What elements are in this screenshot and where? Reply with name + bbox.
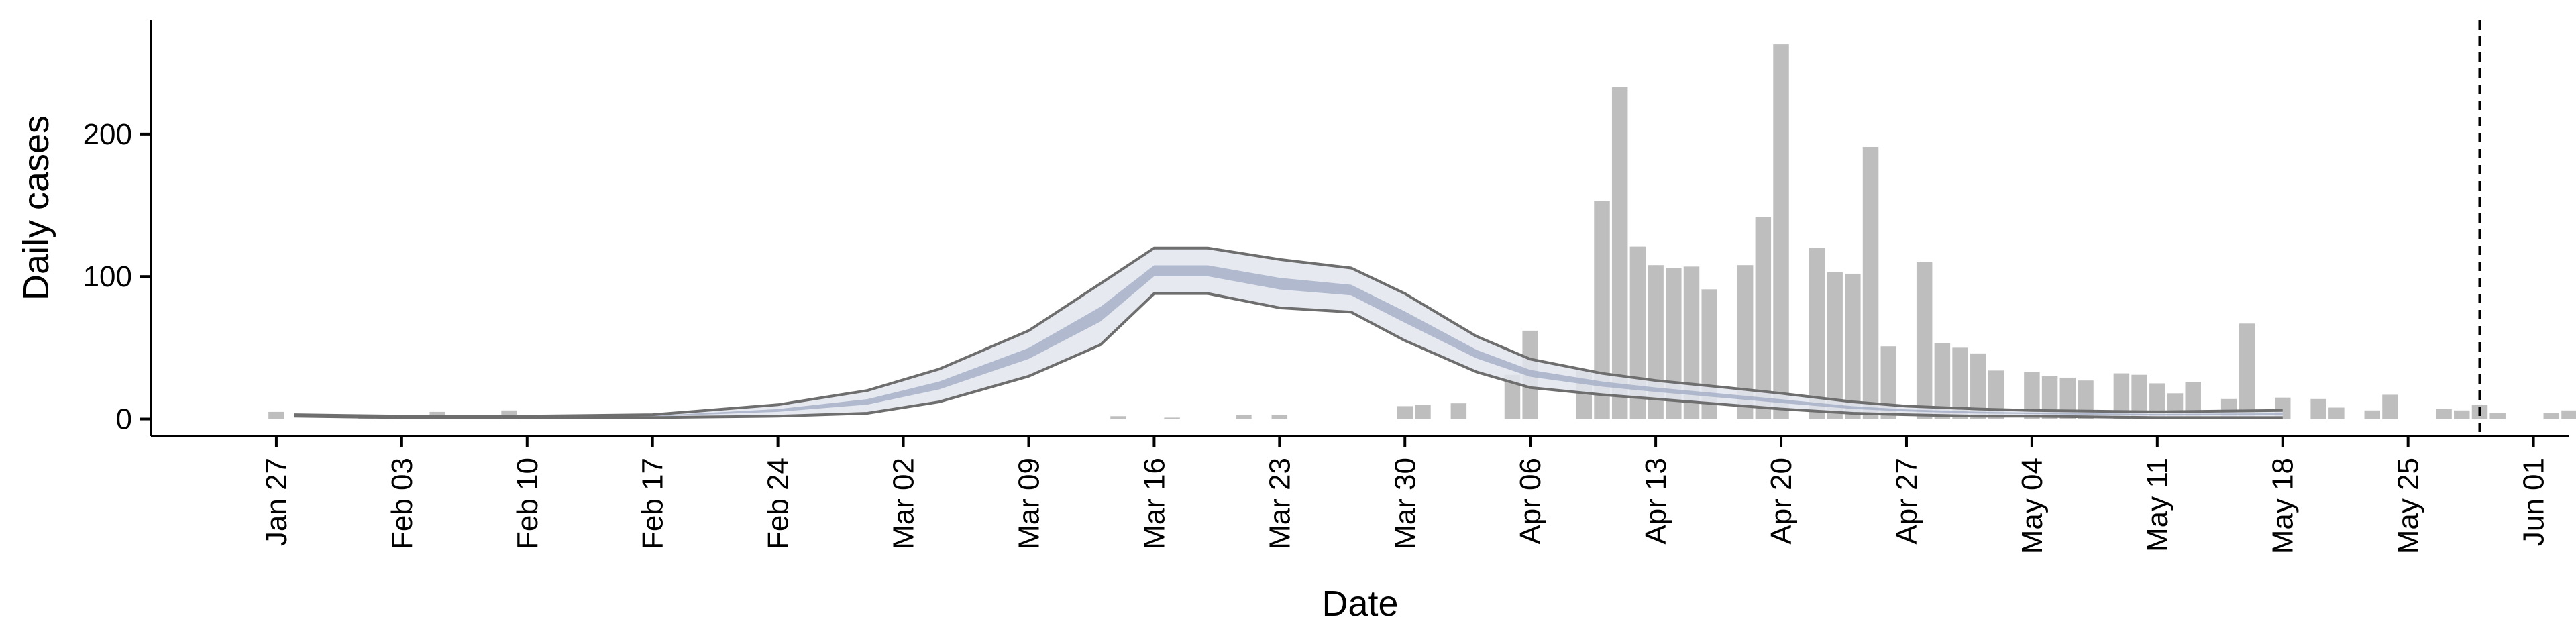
case-bar bbox=[2561, 411, 2576, 419]
x-tick-label: Mar 02 bbox=[888, 458, 920, 549]
y-axis-title: Daily cases bbox=[16, 115, 56, 301]
x-tick-label: May 04 bbox=[2016, 458, 2049, 554]
x-tick-label: May 18 bbox=[2267, 458, 2300, 554]
x-tick-label: Apr 06 bbox=[1514, 458, 1547, 545]
case-bar bbox=[1236, 415, 1251, 419]
x-tick-label: Feb 17 bbox=[637, 458, 669, 549]
case-bar bbox=[1612, 87, 1627, 419]
daily-cases-bars bbox=[268, 44, 2576, 419]
case-bar bbox=[1809, 248, 1825, 419]
axes bbox=[151, 20, 2569, 436]
x-tick-label: Feb 24 bbox=[762, 458, 795, 549]
case-bar bbox=[1110, 416, 1126, 419]
case-bar bbox=[1397, 406, 1413, 419]
x-tick-label: Feb 03 bbox=[386, 458, 419, 549]
x-tick-label: Feb 10 bbox=[511, 458, 544, 549]
case-bar bbox=[2328, 408, 2344, 419]
case-bar bbox=[1827, 272, 1842, 419]
x-tick-label: Mar 16 bbox=[1138, 458, 1171, 549]
case-bar bbox=[1272, 415, 1287, 419]
x-tick-label: Mar 30 bbox=[1389, 458, 1421, 549]
y-tick-label: 200 bbox=[83, 118, 132, 151]
case-bar bbox=[1164, 417, 1179, 419]
case-bar bbox=[1756, 217, 1771, 419]
case-bar bbox=[2489, 413, 2505, 419]
case-bar bbox=[268, 412, 284, 419]
case-bar bbox=[1451, 403, 1466, 419]
case-bar bbox=[2436, 409, 2451, 419]
case-bar bbox=[1917, 262, 1932, 419]
x-tick-label: Apr 27 bbox=[1890, 458, 1923, 545]
x-tick-label: Jun 01 bbox=[2518, 458, 2551, 546]
case-bar bbox=[2382, 394, 2398, 419]
x-tick-label: May 25 bbox=[2392, 458, 2425, 554]
case-bar bbox=[2454, 411, 2469, 419]
x-tick-label: Jan 27 bbox=[260, 458, 293, 546]
case-bar bbox=[1845, 274, 1860, 419]
case-bar bbox=[2239, 323, 2255, 419]
x-axis-title: Date bbox=[1322, 584, 1398, 624]
case-bar bbox=[2365, 411, 2380, 419]
y-ticks: 0 100 200 bbox=[83, 118, 151, 436]
case-bar bbox=[1415, 405, 1430, 419]
case-bar bbox=[1773, 44, 1788, 419]
x-tick-label: Apr 13 bbox=[1640, 458, 1672, 545]
case-bar bbox=[2544, 413, 2559, 419]
x-tick-label: Mar 23 bbox=[1263, 458, 1296, 549]
x-tick-label: Apr 20 bbox=[1765, 458, 1798, 545]
case-bar bbox=[2310, 399, 2326, 419]
x-tick-label: May 11 bbox=[2141, 458, 2174, 552]
x-tick-label: Mar 09 bbox=[1012, 458, 1045, 549]
x-ticks: Jan 27 Feb 03 Feb 10 Feb 17 Feb 24 Mar 02 Mar … bbox=[260, 436, 2551, 554]
y-tick-label: 0 bbox=[116, 403, 132, 436]
case-bar bbox=[1863, 147, 1878, 419]
y-tick-label: 100 bbox=[83, 260, 132, 293]
